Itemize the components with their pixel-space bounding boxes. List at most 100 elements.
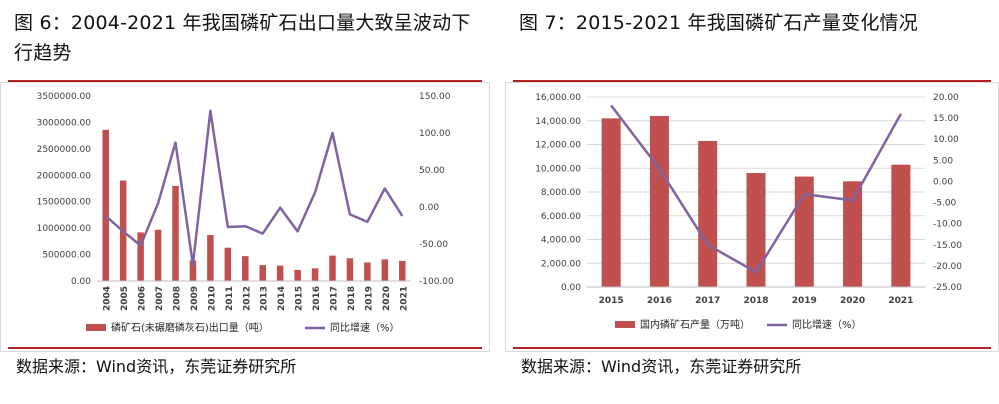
x-axis-tick-label: 2013 — [260, 286, 270, 311]
left-axis-tick-label: 2000000.00 — [37, 171, 92, 181]
left-axis-tick-label: 1500000.00 — [37, 198, 92, 208]
bar-2004 — [102, 129, 109, 281]
x-axis-tick-label: 2004 — [103, 286, 113, 311]
bar-2011 — [224, 247, 232, 281]
right-axis-tick-label: -50.00 — [419, 240, 448, 250]
bar-2016 — [649, 116, 669, 287]
title-rule — [8, 80, 482, 82]
left-axis-tick-label: 0.00 — [561, 283, 581, 293]
growth-rate-line — [610, 104, 902, 274]
right-axis-tick-label: -25.00 — [933, 283, 962, 293]
x-axis-tick-label: 2016 — [647, 296, 672, 306]
bar-2015 — [294, 269, 301, 281]
legend-bar-label: 国内磷矿石产量（万吨） — [640, 318, 750, 331]
source-note: 数据来源：Wind资讯，东莞证券研究所 — [521, 357, 802, 376]
source-rule — [513, 347, 991, 349]
bar-2018 — [346, 258, 354, 281]
bar-2021 — [399, 260, 406, 281]
figure-title: 图 7：2015-2021 年我国磷矿石产量变化情况 — [519, 12, 918, 34]
x-axis-tick-label: 2017 — [695, 296, 720, 306]
right-axis-tick-label: 150.00 — [419, 92, 451, 102]
bar-2018 — [746, 173, 766, 287]
source-note: 数据来源：Wind资讯，东莞证券研究所 — [16, 357, 297, 376]
x-axis-tick-label: 2015 — [295, 286, 305, 311]
left-axis-tick-label: 4,000.00 — [541, 236, 581, 246]
bar-2008 — [172, 185, 179, 281]
legend-line-label: 同比增速（%） — [792, 318, 862, 331]
bar-2014 — [276, 265, 284, 281]
x-axis-tick-label: 2009 — [190, 286, 200, 311]
right-axis-tick-label: 0.00 — [933, 177, 953, 187]
x-axis-tick-label: 2018 — [347, 286, 357, 311]
x-axis-tick-label: 2014 — [277, 286, 287, 311]
x-axis-tick-label: 2008 — [173, 286, 183, 311]
left-axis-tick-label: 8,000.00 — [541, 188, 581, 198]
x-axis-tick-label: 2020 — [840, 296, 865, 306]
left-axis-tick-label: 2500000.00 — [37, 145, 92, 155]
bar-2021 — [891, 164, 911, 287]
legend-line-label: 同比增速（%） — [330, 321, 400, 334]
left-axis-tick-label: 16,000.00 — [535, 93, 581, 103]
bar-2013 — [259, 265, 266, 281]
left-axis-tick-label: 2,000.00 — [541, 259, 581, 269]
x-axis-tick-label: 2020 — [382, 286, 392, 311]
source-rule — [8, 347, 482, 349]
bar-2010 — [207, 235, 214, 281]
right-axis-tick-label: 0.00 — [419, 203, 439, 213]
bar-2017 — [698, 140, 718, 287]
figure-7: 图 7：2015-2021 年我国磷矿石产量变化情况 0.00 2,000.00 4… — [505, 0, 999, 404]
bar-2012 — [242, 256, 249, 281]
left-axis-tick-label: 500000.00 — [42, 251, 91, 261]
x-axis-tick-label: 2016 — [312, 286, 322, 311]
right-axis-tick-label: 20.00 — [933, 93, 959, 103]
chart-production-volume: 0.00 2,000.00 4,000.00 6,000.00 8,000.00 10,0… — [505, 82, 999, 352]
x-axis-tick-label: 2006 — [138, 286, 148, 311]
figure-title: 图 6：2004-2021 年我国磷矿石出口量大致呈波动下行趋势 — [14, 12, 471, 64]
left-axis-tick-label: 6,000.00 — [541, 212, 581, 222]
x-axis-tick-label: 2017 — [330, 286, 340, 311]
bar-2016 — [311, 268, 319, 281]
chart-frame — [0, 82, 490, 352]
left-axis-tick-label: 3000000.00 — [37, 118, 92, 128]
left-axis-tick-label: 3500000.00 — [37, 92, 92, 102]
x-axis-tick-label: 2018 — [743, 296, 768, 306]
right-axis-tick-label: 100.00 — [419, 129, 451, 139]
chart-export-volume: 0.00 500000.00 1000000.00 1500000.00 2000000… — [0, 82, 490, 352]
x-axis-tick-label: 2011 — [225, 286, 235, 311]
left-axis-tick-label: 0.00 — [71, 277, 91, 287]
bar-2009 — [189, 260, 197, 281]
x-axis-tick-label: 2015 — [599, 296, 624, 306]
legend-bar-swatch — [615, 321, 635, 328]
bar-2017 — [329, 255, 336, 281]
left-axis-tick-label: 1000000.00 — [37, 224, 92, 234]
x-axis-tick-label: 2021 — [888, 296, 913, 306]
left-axis-tick-label: 10,000.00 — [535, 164, 581, 174]
right-axis-tick-label: 50.00 — [419, 166, 445, 176]
right-axis-tick-label: 10.00 — [933, 135, 959, 145]
bar-2007 — [154, 229, 162, 281]
x-axis-tick-label: 2019 — [792, 296, 817, 306]
x-axis-tick-label: 2012 — [242, 286, 252, 311]
bar-2020 — [381, 259, 389, 281]
growth-rate-line — [104, 109, 404, 266]
x-axis-tick-label: 2010 — [207, 286, 217, 311]
right-axis-tick-label: -20.00 — [933, 262, 962, 272]
left-axis-tick-label: 14,000.00 — [535, 117, 581, 127]
figure-6: 图 6：2004-2021 年我国磷矿石出口量大致呈波动下行趋势 0.00 500… — [0, 0, 490, 404]
right-axis-tick-label: 15.00 — [933, 114, 959, 124]
bar-2020 — [843, 181, 863, 287]
x-axis-tick-label: 2019 — [364, 286, 374, 311]
legend-bar-swatch — [86, 324, 106, 331]
right-axis-tick-label: -10.00 — [933, 220, 962, 230]
x-axis-tick-label: 2021 — [399, 286, 409, 311]
legend-bar-label: 磷矿石(未碾磨磷灰石)出口量（吨） — [111, 321, 269, 334]
bar-2015 — [601, 118, 621, 287]
x-axis-tick-label: 2005 — [120, 286, 130, 311]
left-axis-tick-label: 12,000.00 — [535, 141, 581, 151]
right-axis-tick-label: -100.00 — [419, 277, 454, 287]
right-axis-tick-label: -15.00 — [933, 241, 962, 251]
bar-2019 — [364, 262, 371, 281]
right-axis-tick-label: 5.00 — [933, 156, 953, 166]
bar-2006 — [137, 232, 144, 281]
x-axis-tick-label: 2007 — [155, 286, 165, 311]
